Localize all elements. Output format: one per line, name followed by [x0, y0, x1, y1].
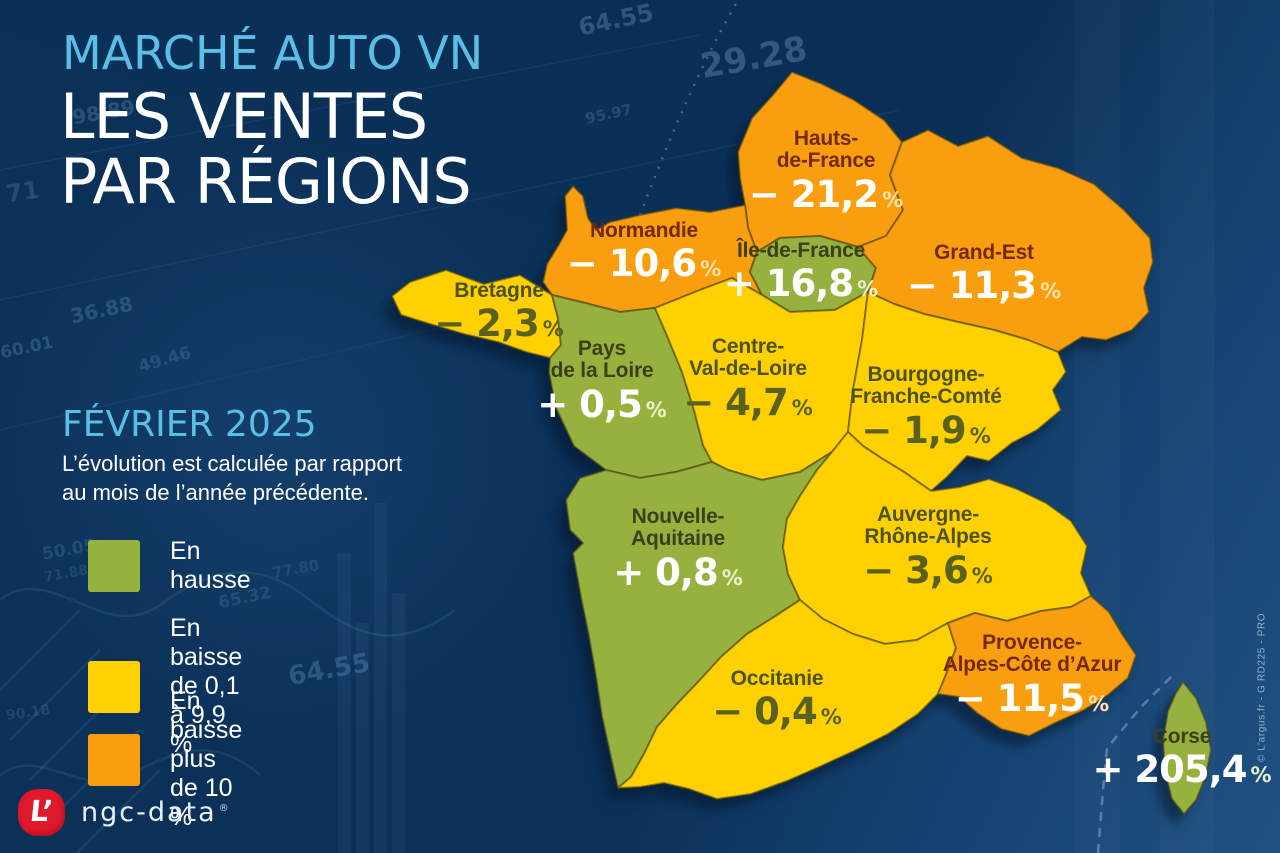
region-label-occitanie: Occitanie − 0,4%	[712, 667, 842, 734]
largus-logo-mark: L’	[28, 794, 55, 828]
legend-label: En hausse	[170, 537, 251, 594]
region-name: Hauts- de-France	[776, 127, 876, 173]
page-title-line2: PAR RÉGIONS	[60, 145, 472, 219]
registered-mark: ®	[218, 803, 231, 814]
region-percent-sign: %	[820, 705, 842, 730]
region-name: Auvergne- Rhône-Alpes	[864, 503, 992, 549]
region-value: − 0,4	[712, 690, 817, 734]
region-label-ile-de-france: Île-de-France + 16,8%	[723, 239, 879, 306]
region-value: − 21,2	[748, 172, 879, 216]
region-name: Grand-Est	[934, 241, 1034, 264]
region-percent-sign: %	[645, 397, 667, 422]
region-label-grand-est: Grand-Est − 11,3%	[906, 241, 1062, 308]
region-percent-sign: %	[791, 395, 813, 420]
legend-swatch-green	[88, 540, 140, 592]
brand-logo-text: ngc-data ®	[81, 797, 231, 828]
region-name: Pays de la Loire	[550, 337, 654, 383]
region-percent-sign: %	[542, 317, 564, 342]
region-percent-sign: %	[1040, 279, 1062, 304]
region-value: − 2,3	[434, 302, 539, 346]
region-shape-provence-alpes-cote-d-azur	[937, 595, 1137, 737]
page-title-line1: LES VENTES	[60, 80, 428, 153]
region-name: Normandie	[590, 219, 698, 242]
region-value: − 1,9	[861, 408, 966, 452]
region-value: + 16,8	[723, 262, 854, 306]
region-label-bretagne: Bretagne − 2,3%	[434, 279, 564, 346]
region-label-bourgogne-franche-comte: Bourgogne- Franche-Comté − 1,9%	[850, 363, 1002, 452]
region-percent-sign: %	[882, 187, 904, 212]
region-percent-sign: %	[1250, 763, 1272, 788]
region-name: Île-de-France	[736, 239, 866, 262]
region-label-centre-val-de-loire: Centre- Val-de-Loire − 4,7%	[683, 335, 813, 424]
region-shape-occitanie	[617, 599, 957, 800]
region-name: Provence- Alpes-Côte d’Azur	[942, 631, 1122, 677]
legend-label: En baisse plus de 10 %	[170, 687, 243, 831]
region-value: − 10,6	[566, 242, 697, 286]
region-value: + 0,5	[537, 382, 642, 426]
region-value: − 11,3	[906, 264, 1037, 308]
region-percent-sign: %	[1088, 691, 1110, 716]
legend-item-down-small: En baisse de 0,1 à 9,9 %	[88, 614, 242, 759]
page-title: LES VENTES PAR RÉGIONS	[60, 80, 472, 219]
region-value: − 11,5	[954, 676, 1085, 720]
region-percent-sign: %	[700, 257, 722, 282]
legend-item-down-big: En baisse plus de 10 %	[88, 687, 242, 832]
region-percent-sign: %	[969, 423, 991, 448]
region-percent-sign: %	[857, 277, 879, 302]
region-name: Nouvelle- Aquitaine	[631, 505, 725, 551]
region-shape-grand-est	[857, 129, 1154, 353]
methodology-note: L’évolution est calculée par rapport au …	[62, 451, 402, 505]
region-value: − 4,7	[683, 380, 788, 424]
region-label-normandie: Normandie − 10,6%	[566, 219, 722, 286]
region-name: Centre- Val-de-Loire	[689, 335, 807, 381]
region-label-hauts-de-france: Hauts- de-France − 21,2%	[748, 127, 904, 216]
copyright-credit: © L’argus.fr - G RD225 - PRO	[1256, 612, 1268, 763]
brand-logo: L’ ngc-data ®	[18, 789, 231, 836]
largus-logo-badge: L’	[18, 789, 65, 836]
region-value: − 3,6	[863, 548, 968, 592]
region-name: Occitanie	[730, 667, 824, 690]
region-label-provence-alpes-cote-d-azur: Provence- Alpes-Côte d’Azur − 11,5%	[942, 631, 1122, 720]
legend-swatch-orange	[88, 733, 140, 786]
legend-item-up: En hausse	[88, 537, 251, 595]
region-label-auvergne-rhone-alpes: Auvergne- Rhône-Alpes − 3,6%	[863, 503, 993, 592]
legend-swatch-yellow	[88, 660, 140, 713]
region-label-nouvelle-aquitaine: Nouvelle- Aquitaine + 0,8%	[613, 505, 743, 594]
region-name: Bretagne	[454, 279, 544, 302]
legend-label: En baisse de 0,1 à 9,9 %	[170, 614, 243, 758]
region-percent-sign: %	[721, 565, 743, 590]
region-name: Corse	[1152, 725, 1212, 748]
region-value: + 205,4	[1092, 748, 1248, 792]
region-percent-sign: %	[971, 563, 993, 588]
period-subtitle: FÉVRIER 2025	[62, 404, 317, 445]
region-name: Bourgogne- Franche-Comté	[850, 363, 1002, 409]
region-shape-corse	[1162, 681, 1212, 815]
region-value: + 0,8	[613, 550, 718, 594]
region-label-pays-de-la-loire: Pays de la Loire + 0,5%	[537, 337, 667, 426]
kicker-title: MARCHÉ AUTO VN	[62, 26, 484, 80]
region-label-corse: Corse + 205,4%	[1092, 725, 1272, 792]
